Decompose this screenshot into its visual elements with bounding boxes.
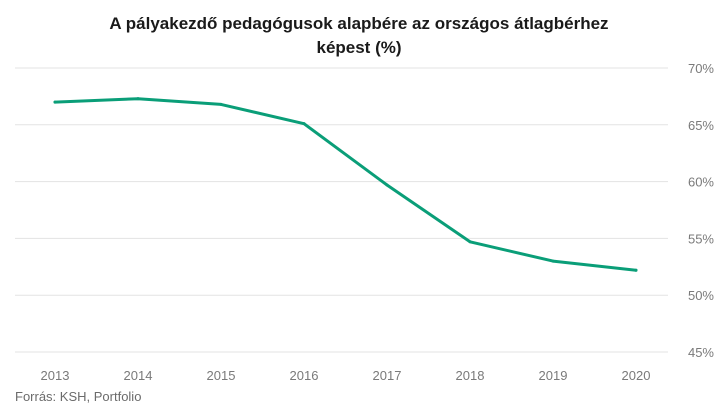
data-point <box>551 259 555 263</box>
x-tick-label: 2020 <box>622 368 651 383</box>
series-line-0 <box>53 97 638 272</box>
data-point <box>468 240 472 244</box>
x-tick-label: 2014 <box>124 368 153 383</box>
data-point <box>219 102 223 106</box>
x-tick-label: 2018 <box>456 368 485 383</box>
data-point <box>302 122 306 126</box>
data-point <box>385 183 389 187</box>
data-point <box>136 97 140 101</box>
x-tick-label: 2016 <box>290 368 319 383</box>
y-tick-label: 65% <box>688 118 714 133</box>
data-point <box>53 100 57 104</box>
series <box>53 97 638 272</box>
data-point <box>634 268 638 272</box>
gridlines <box>15 67 668 353</box>
y-tick-label: 55% <box>688 231 714 246</box>
y-tick-label: 50% <box>688 288 714 303</box>
source-note: Forrás: KSH, Portfolio <box>15 389 142 404</box>
y-tick-label: 70% <box>688 61 714 76</box>
x-tick-label: 2013 <box>41 368 70 383</box>
y-tick-label: 60% <box>688 175 714 190</box>
x-tick-label: 2015 <box>207 368 236 383</box>
chart-title: A pályakezdő pedagógusok alapbére az ors… <box>0 12 718 60</box>
x-axis-ticks: 2013 2014 2015 2016 2017 2018 2019 2020 <box>41 368 651 383</box>
y-tick-label: 45% <box>688 345 714 360</box>
chart-title-line-2: képest (%) <box>316 38 402 57</box>
chart-title-line-1: A pályakezdő pedagógusok alapbére az ors… <box>109 14 609 33</box>
y-axis-ticks: 45% 50% 55% 60% 65% 70% <box>688 61 714 360</box>
x-tick-label: 2019 <box>539 368 568 383</box>
x-tick-label: 2017 <box>373 368 402 383</box>
